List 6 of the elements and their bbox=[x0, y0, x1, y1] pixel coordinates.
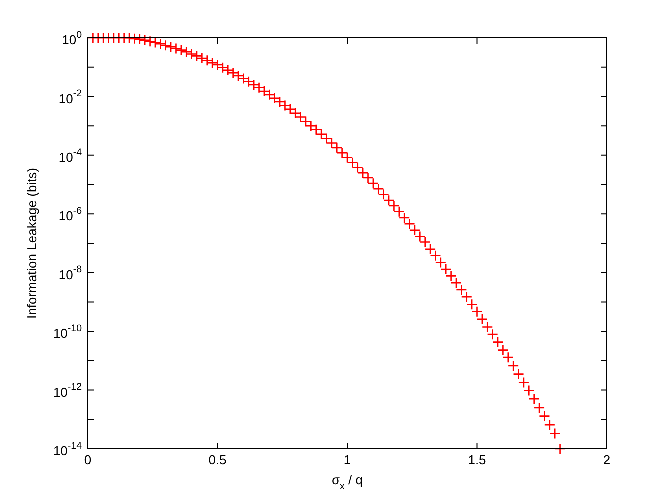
y-axis-title: Information Leakage (bits) bbox=[24, 168, 40, 320]
x-tick-label: 0 bbox=[84, 452, 92, 468]
x-tick-label: 1 bbox=[344, 452, 352, 468]
x-tick-label: 1.5 bbox=[468, 452, 486, 468]
x-tick-label: 2 bbox=[603, 452, 611, 468]
x-tick-label: 0.5 bbox=[208, 452, 227, 468]
